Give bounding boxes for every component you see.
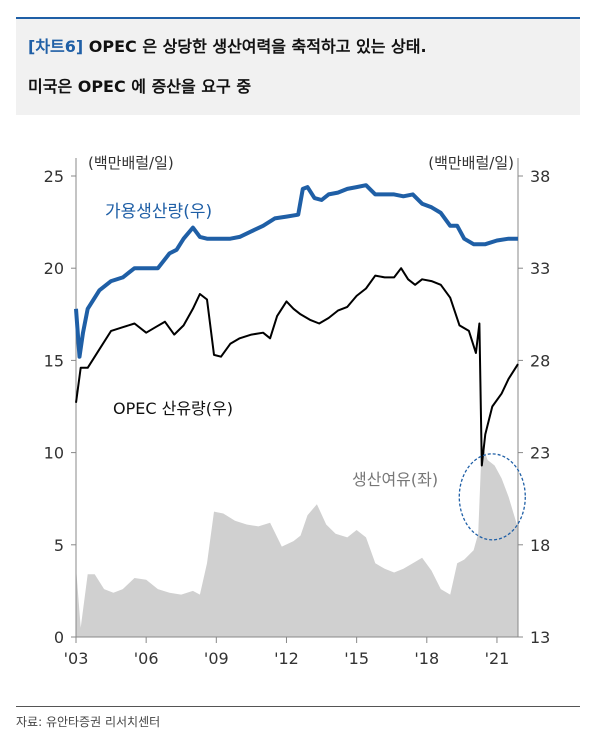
x-tick-label: '09 [204, 649, 229, 668]
highlight-ellipse [458, 453, 526, 541]
header-rule [16, 17, 580, 19]
source-note: 자료: 유안타증권 리서치센터 [16, 715, 161, 729]
x-tick-label: '06 [134, 649, 159, 668]
left-axis-unit-label: (백만배럴/일) [88, 154, 174, 172]
chart-title-line-1: [차트6] OPEC 은 상당한 생산여력을 축적하고 있는 상태. [28, 33, 427, 57]
series-label-spare-capacity: 생산여유(좌) [352, 470, 438, 489]
y-right-tick-label: 38 [530, 167, 550, 186]
chart-title-text: OPEC 은 상당한 생산여력을 축적하고 있는 상태. [88, 37, 427, 56]
y-right-tick-label: 28 [530, 351, 550, 370]
y-left-tick-label: 5 [54, 536, 64, 555]
series-line-opec-산유량-우 [75, 267, 519, 467]
x-tick-label: '03 [64, 649, 89, 668]
y-left-tick-label: 10 [44, 444, 64, 463]
x-tick-label: '15 [344, 649, 369, 668]
series-label-opec-production: OPEC 산유량(우) [113, 399, 233, 418]
chart-title-box: [차트6] OPEC 은 상당한 생산여력을 축적하고 있는 상태. 미국은 O… [16, 19, 580, 115]
y-left-tick-label: 25 [44, 167, 64, 186]
y-left-tick-label: 15 [44, 351, 64, 370]
series-label-capacity: 가용생산량(우) [105, 202, 212, 222]
chart-tag: [차트6] [28, 37, 84, 56]
y-left-tick-label: 0 [54, 628, 64, 647]
chart-canvas: 0 5 10 15 20 25 13 18 23 28 33 38 '03 '06 '09 '12 '15 '18… [44, 154, 551, 668]
series-line-가용생산량-우 [74, 183, 518, 359]
y-right-tick-label: 13 [530, 628, 550, 647]
series-area-생산여유-좌 [76, 443, 518, 637]
y-left-tick-label: 20 [44, 259, 64, 278]
chart-title-line-2: 미국은 OPEC 에 증산을 요구 중 [28, 77, 252, 96]
right-axis-unit-label: (백만배럴/일) [428, 154, 514, 172]
y-right-tick-label: 23 [530, 444, 550, 463]
y-right-tick-label: 18 [530, 536, 550, 555]
x-tick-label: '18 [414, 649, 439, 668]
y-right-tick-label: 33 [530, 259, 550, 278]
x-tick-label: '21 [485, 649, 510, 668]
x-tick-label: '12 [274, 649, 299, 668]
footer-rule [16, 706, 580, 707]
